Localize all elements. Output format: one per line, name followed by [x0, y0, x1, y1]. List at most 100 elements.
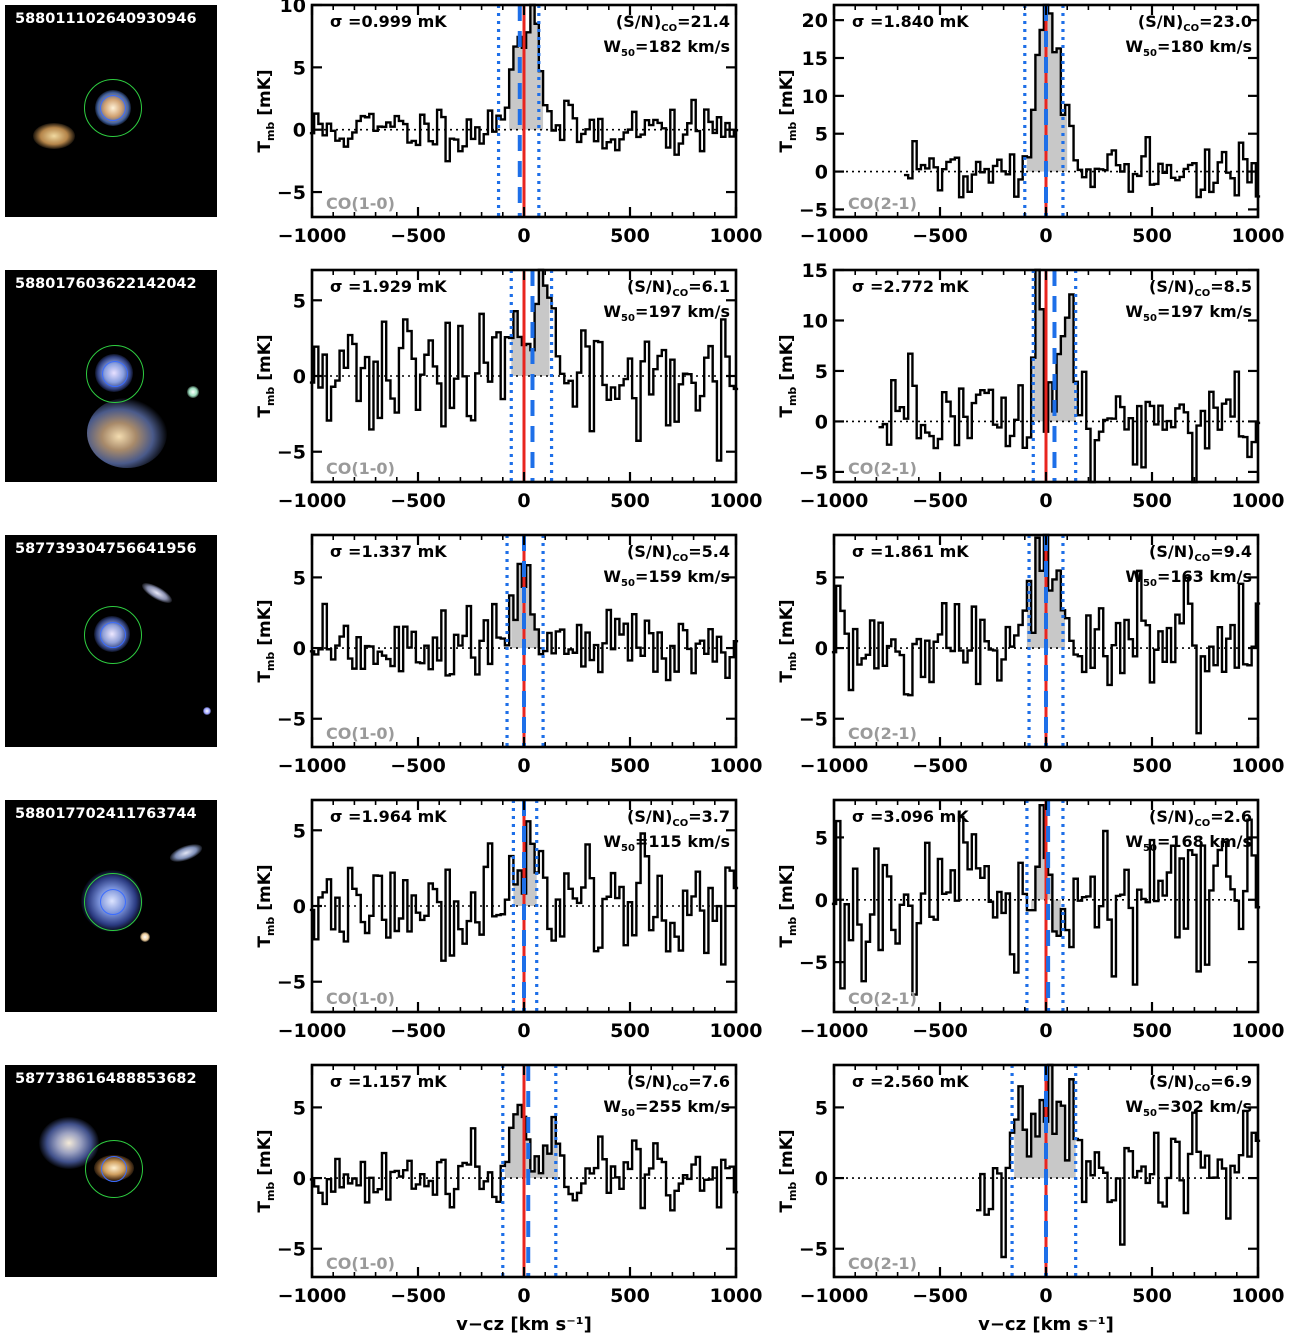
sigma-label: σ =1.861 mK — [852, 542, 969, 561]
beam-circle-green — [84, 873, 142, 931]
w50-label: W50=163 km/s — [1125, 567, 1252, 589]
line-window-fill — [1033, 270, 1076, 432]
y-tick-label: 10 — [280, 0, 306, 17]
spectrum-line — [309, 3, 739, 163]
x-tick-label: −1000 — [800, 490, 869, 512]
spectrum-line — [903, 3, 1261, 199]
x-tick-label: 500 — [1132, 1285, 1172, 1307]
beam-circle-green — [85, 1140, 143, 1198]
x-tick-label: −1000 — [278, 490, 347, 512]
neighbor-star — [140, 932, 150, 942]
sigma-label: σ =3.096 mK — [852, 807, 969, 826]
spectrum-line — [309, 1103, 739, 1212]
axes-frame — [832, 533, 1260, 749]
line-window-fill — [511, 270, 550, 376]
y-tick-label: 5 — [293, 820, 306, 842]
y-tick-label: 5 — [815, 361, 828, 383]
x-tick-label: 1000 — [710, 490, 763, 512]
galaxy-thumbnail: 588017603622142042 — [5, 270, 217, 482]
beam-circle-green — [84, 606, 142, 664]
x-tick-label: 1000 — [1232, 490, 1285, 512]
y-axis-label: Tmb [mK] — [255, 1129, 277, 1212]
x-tick-label: −1000 — [800, 755, 869, 777]
line-window-fill — [1014, 1065, 1076, 1179]
y-label-unit: [mK] — [777, 1129, 797, 1181]
sigma-label: σ =1.964 mK — [330, 807, 447, 826]
y-tick-label: 0 — [815, 411, 828, 433]
x-tick-label: 1000 — [710, 755, 763, 777]
w50-label: W50=180 km/s — [1125, 37, 1252, 59]
line-window-fill — [1026, 5, 1068, 172]
x-tick-label: −1000 — [800, 1285, 869, 1307]
x-tick-label: 0 — [1039, 490, 1052, 512]
neighbor-galaxy — [167, 840, 205, 866]
object-id: 587739304756641956 — [15, 541, 197, 557]
x-tick-label: −1000 — [800, 1020, 869, 1042]
axes-frame — [310, 798, 738, 1014]
y-tick-label: 0 — [293, 638, 306, 660]
y-label-unit: [mK] — [255, 864, 275, 916]
line-window-fill — [1031, 805, 1061, 936]
x-tick-label: 1000 — [710, 1020, 763, 1042]
x-tick-label: −500 — [912, 755, 968, 777]
spectrum-line — [831, 803, 1261, 996]
x-axis-label: v−cz [km s⁻¹] — [978, 1314, 1114, 1335]
transition-label: CO(1-0) — [326, 194, 395, 213]
y-tick-label: −5 — [799, 952, 828, 974]
y-label-unit: [mK] — [255, 69, 275, 121]
neighbor-star — [187, 386, 199, 398]
y-label-symbol: T — [255, 671, 275, 683]
x-tick-label: 0 — [1039, 1285, 1052, 1307]
y-label-symbol: T — [777, 141, 797, 153]
x-tick-label: 0 — [1039, 755, 1052, 777]
y-axis-label: Tmb [mK] — [255, 599, 277, 682]
sn-label: (S/N)CO=6.1 — [627, 277, 730, 299]
y-label-unit: [mK] — [777, 599, 797, 651]
y-axis-label: Tmb [mK] — [777, 1129, 799, 1212]
y-tick-label: −5 — [277, 442, 306, 464]
x-tick-label: 500 — [610, 755, 650, 777]
x-tick-label: 500 — [1132, 755, 1172, 777]
transition-label: CO(2-1) — [848, 724, 917, 743]
y-label-symbol: T — [255, 406, 275, 418]
y-tick-label: 5 — [293, 1097, 306, 1119]
y-axis-label: Tmb [mK] — [255, 334, 277, 417]
x-tick-label: 0 — [1039, 1020, 1052, 1042]
object-id: 588011102640930946 — [15, 11, 197, 27]
sigma-label: σ =2.772 mK — [852, 277, 969, 296]
sigma-label: σ =2.560 mK — [852, 1072, 969, 1091]
axes-frame — [832, 268, 1260, 484]
galaxy-thumbnail: 588011102640930946 — [5, 5, 217, 217]
y-label-symbol: T — [255, 1201, 275, 1213]
y-tick-label: 10 — [802, 86, 828, 108]
y-tick-label: 15 — [802, 48, 828, 70]
neighbor-galaxy — [87, 398, 167, 468]
transition-label: CO(2-1) — [848, 1254, 917, 1273]
y-tick-label: −5 — [277, 1239, 306, 1261]
y-tick-label: 5 — [293, 567, 306, 589]
y-label-subscript: mb — [264, 387, 277, 406]
y-tick-label: 5 — [293, 290, 306, 312]
spectrum-line — [878, 268, 1261, 484]
y-tick-label: 0 — [815, 890, 828, 912]
y-tick-label: 5 — [815, 1097, 828, 1119]
x-tick-label: 0 — [517, 1285, 530, 1307]
y-label-subscript: mb — [786, 387, 799, 406]
w50-label: W50=197 km/s — [603, 302, 730, 324]
sn-label: (S/N)CO=21.4 — [616, 12, 730, 34]
y-label-symbol: T — [777, 406, 797, 418]
x-tick-label: −500 — [390, 490, 446, 512]
transition-label: CO(2-1) — [848, 194, 917, 213]
x-tick-label: −500 — [912, 225, 968, 247]
y-label-symbol: T — [777, 1201, 797, 1213]
spectrum-line — [831, 533, 1261, 735]
x-tick-label: −500 — [912, 1285, 968, 1307]
y-tick-label: 0 — [293, 896, 306, 918]
y-tick-label: −5 — [799, 199, 828, 221]
x-tick-label: 1000 — [1232, 225, 1285, 247]
y-label-subscript: mb — [264, 122, 277, 141]
transition-label: CO(1-0) — [326, 1254, 395, 1273]
sn-label: (S/N)CO=7.6 — [627, 1072, 730, 1094]
x-tick-label: −1000 — [278, 225, 347, 247]
sn-label: (S/N)CO=8.5 — [1149, 277, 1252, 299]
